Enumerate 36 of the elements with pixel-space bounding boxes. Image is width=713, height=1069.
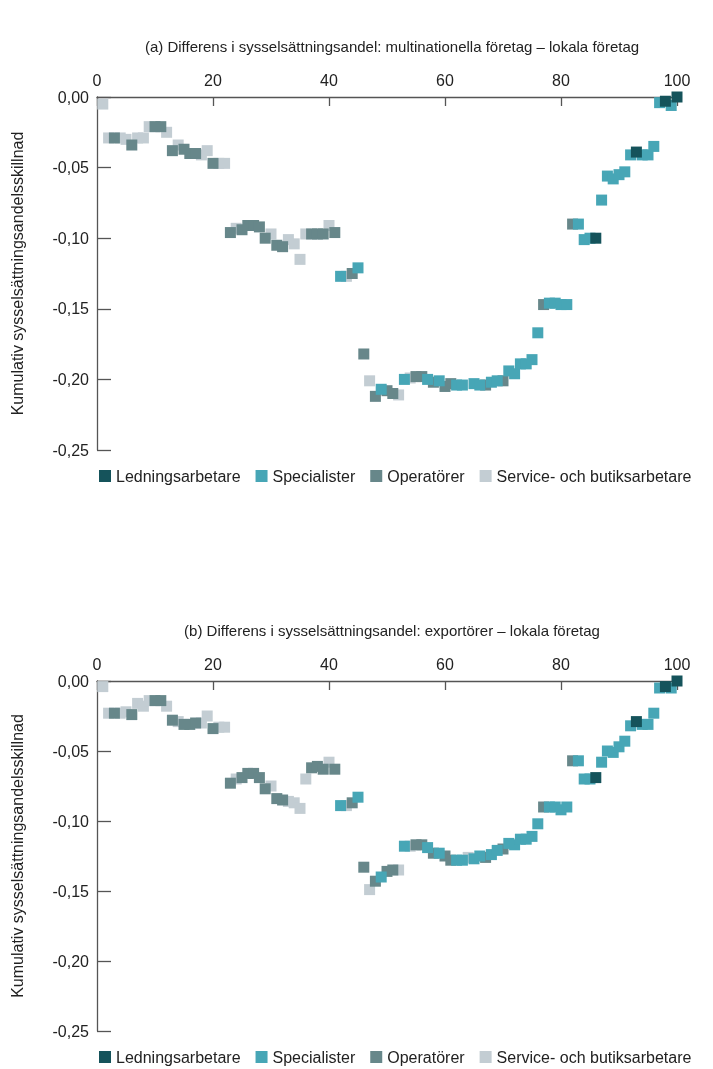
- y-tick-label: -0,10: [52, 812, 90, 830]
- x-tick-label: 80: [552, 71, 570, 89]
- y-tick-label: -0,15: [52, 882, 90, 900]
- y-tick-label: -0,20: [52, 952, 90, 970]
- y-tick-label: -0,25: [52, 441, 90, 459]
- y-tick-label: -0,10: [52, 229, 90, 247]
- legend-label: Service- och butiksarbetare: [496, 1048, 692, 1066]
- chart-title: (b) Differens i sysselsättningsandel: exportörer – lokala företag: [184, 622, 600, 639]
- legend-label: Operatörer: [387, 467, 466, 485]
- x-tick-label: 80: [552, 655, 570, 673]
- x-tick-label: 60: [436, 71, 454, 89]
- legend-label: Ledningsarbetare: [116, 1048, 241, 1066]
- y-tick-label: -0,20: [52, 370, 90, 388]
- legend-label: Specialister: [272, 1048, 356, 1066]
- y-axis-title: Kumulativ sysselsättningsandelsskillnad: [8, 131, 26, 416]
- x-tick-label: 40: [320, 655, 338, 673]
- x-tick-label: 100: [663, 71, 691, 89]
- y-axis-title: Kumulativ sysselsättningsandelsskillnad: [8, 714, 26, 998]
- y-tick-label: -0,05: [52, 159, 90, 177]
- legend-label: Operatörer: [387, 1048, 466, 1066]
- x-tick-label: 0: [92, 71, 102, 89]
- x-tick-label: 0: [92, 655, 102, 673]
- y-tick-label: 0,00: [57, 88, 90, 106]
- legend-label: Ledningsarbetare: [116, 467, 241, 485]
- legend-label: Service- och butiksarbetare: [496, 467, 692, 485]
- chart-title: (a) Differens i sysselsättningsandel: multinationella företag – lokala företag: [144, 38, 640, 55]
- legend-label: Specialister: [272, 467, 356, 485]
- x-tick-label: 20: [204, 71, 222, 89]
- x-tick-label: 60: [436, 655, 454, 673]
- x-tick-label: 100: [663, 655, 691, 673]
- x-tick-label: 40: [320, 71, 338, 89]
- y-tick-label: -0,15: [52, 300, 90, 318]
- y-tick-label: -0,25: [52, 1022, 90, 1040]
- y-tick-label: -0,05: [52, 742, 90, 760]
- y-tick-label: 0,00: [57, 672, 90, 690]
- x-tick-label: 20: [204, 655, 222, 673]
